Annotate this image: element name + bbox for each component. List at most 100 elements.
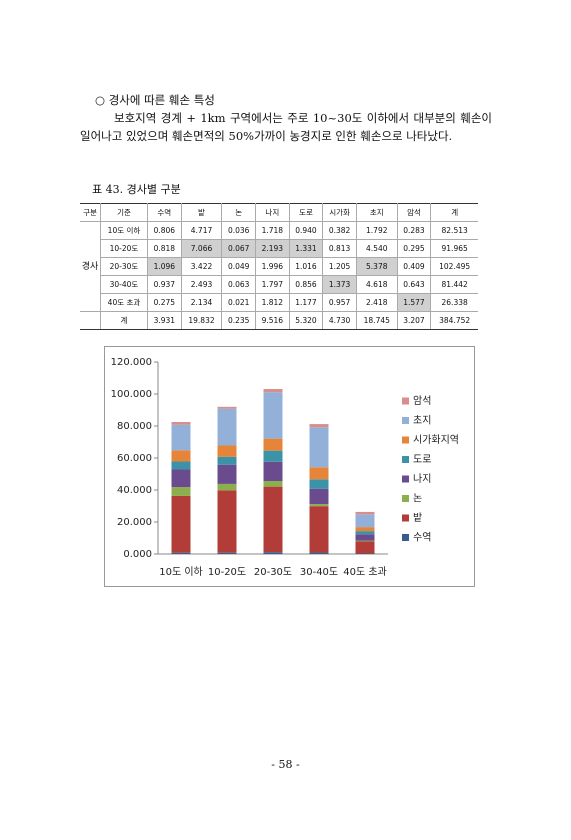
legend-label: 논 (413, 493, 422, 505)
value-cell: 0.806 (147, 221, 182, 240)
value-cell: 2.493 (180, 275, 223, 294)
y-tick-label: 20.000 (117, 517, 152, 528)
legend-label: 밭 (413, 512, 422, 524)
value-cell: 1.016 (288, 257, 324, 276)
header-cell: 구분 (80, 203, 101, 222)
value-cell: 4.540 (355, 239, 398, 258)
bar-segment (263, 461, 283, 482)
bar-segment (309, 467, 329, 480)
bar-segment (263, 552, 283, 554)
page-number: - 58 - (271, 758, 300, 771)
value-cell: 26.338 (430, 293, 478, 312)
row-label: 계 (100, 311, 148, 330)
legend-swatch (402, 534, 409, 541)
bar-segment (355, 531, 375, 535)
bar-segment (217, 490, 237, 553)
bar-segment (217, 552, 237, 554)
table-row: 10-20도 0.818 7.066 0.067 2.193 1.331 0.813 4.54… (80, 239, 478, 258)
value-cell: 9.516 (255, 311, 290, 330)
value-cell: 3.422 (180, 257, 223, 276)
table-row: 계 3.931 19.832 0.235 9.516 5.320 4.730 18.745 3.… (80, 311, 478, 330)
legend-label: 암석 (413, 395, 431, 407)
value-cell: 3.931 (147, 311, 182, 330)
value-cell: 0.818 (147, 239, 182, 258)
row-label: 40도 초과 (100, 293, 148, 312)
bar-segment (263, 438, 283, 451)
header-cell: 수역 (147, 203, 182, 222)
table: 구분 기준 수역 밭 논 나지 도로 시가화 초지 암석 계 경사 10도 이하 0.806 4.717 0.… (80, 203, 478, 330)
bar-segment (309, 504, 329, 507)
x-tick-label: 20-30도 (254, 567, 292, 578)
value-cell: 7.066 (180, 239, 223, 258)
table-row: 구분 기준 수역 밭 논 나지 도로 시가화 초지 암석 계 (80, 203, 478, 222)
bar-segment (355, 534, 375, 541)
legend-swatch (402, 475, 409, 483)
value-cell: 4.717 (180, 221, 223, 240)
header-cell: 논 (221, 203, 257, 222)
legend-label: 나지 (413, 473, 431, 485)
row-label: 20-30도 (100, 257, 148, 276)
value-cell: 0.813 (322, 239, 357, 258)
header-cell: 도로 (288, 203, 324, 222)
bar-segment (217, 445, 237, 457)
bar-segment (355, 511, 375, 515)
value-cell: 2.193 (255, 239, 290, 258)
value-cell: 0.275 (147, 293, 182, 312)
y-tick-label: 40.000 (117, 485, 152, 496)
legend-label: 시가화지역 (413, 434, 459, 446)
value-cell: 0.856 (288, 275, 324, 294)
value-cell: 1.812 (255, 293, 290, 312)
value-cell: 0.235 (221, 311, 257, 330)
header-cell: 계 (430, 203, 478, 222)
row-label: 30-40도 (100, 275, 148, 294)
legend-swatch (402, 514, 409, 522)
value-cell: 1.205 (322, 257, 357, 276)
bar-segment (309, 427, 329, 468)
value-cell: 1.331 (288, 239, 324, 258)
value-cell: 82.513 (430, 221, 478, 240)
x-tick-label: 10도 이하 (159, 565, 203, 578)
bar-segment (309, 424, 329, 428)
x-tick-label: 40도 초과 (343, 566, 387, 578)
value-cell: 4.730 (322, 311, 357, 330)
bar-segment (263, 481, 283, 487)
y-tick-label: 80.000 (117, 421, 152, 432)
y-tick-label: 100.000 (111, 389, 152, 400)
value-cell: 5.378 (355, 257, 398, 276)
legend-swatch (402, 417, 409, 424)
value-cell: 1.373 (322, 275, 357, 294)
value-cell: 2.134 (180, 293, 223, 312)
bar-segment (263, 486, 283, 553)
bar-segment (217, 464, 237, 484)
legend-swatch (402, 495, 409, 502)
y-tick-label: 120.000 (111, 357, 152, 368)
y-tick-label: 60.000 (117, 453, 152, 464)
value-cell: 1.577 (396, 293, 432, 312)
value-cell: 0.957 (322, 293, 357, 312)
table-row: 경사 10도 이하 0.806 4.717 0.036 1.718 0.940 0.382 1.… (80, 221, 478, 312)
bar-segment (309, 552, 329, 554)
table-row: 30-40도 0.937 2.493 0.063 1.797 0.856 1.373 4.61… (80, 275, 478, 294)
heading: ○ 경사에 따른 훼손 특성 (95, 93, 215, 107)
y-tick-label: 0.000 (123, 549, 152, 560)
header-cell: 나지 (255, 203, 290, 222)
value-cell: 91.965 (430, 239, 478, 258)
value-cell: 81.442 (430, 275, 478, 294)
bar-segment (217, 483, 237, 491)
table-caption: 표 43. 경사별 구분 (92, 183, 181, 196)
value-cell: 0.295 (396, 239, 432, 258)
value-cell: 0.940 (288, 221, 324, 240)
legend-label: 도로 (413, 455, 431, 466)
bar-segment (309, 506, 329, 553)
table-row: 20-30도 1.096 3.422 0.049 1.996 1.016 1.205 5.37… (80, 257, 478, 276)
legend-label: 초지 (413, 415, 431, 427)
legend-swatch (402, 397, 409, 405)
value-cell: 1.177 (288, 293, 324, 312)
legend-swatch (402, 456, 409, 463)
empty-cell (80, 311, 101, 330)
legend-swatch (402, 436, 409, 444)
value-cell: 3.207 (396, 311, 432, 330)
value-cell: 0.067 (221, 239, 257, 258)
bar-segment (171, 487, 191, 496)
